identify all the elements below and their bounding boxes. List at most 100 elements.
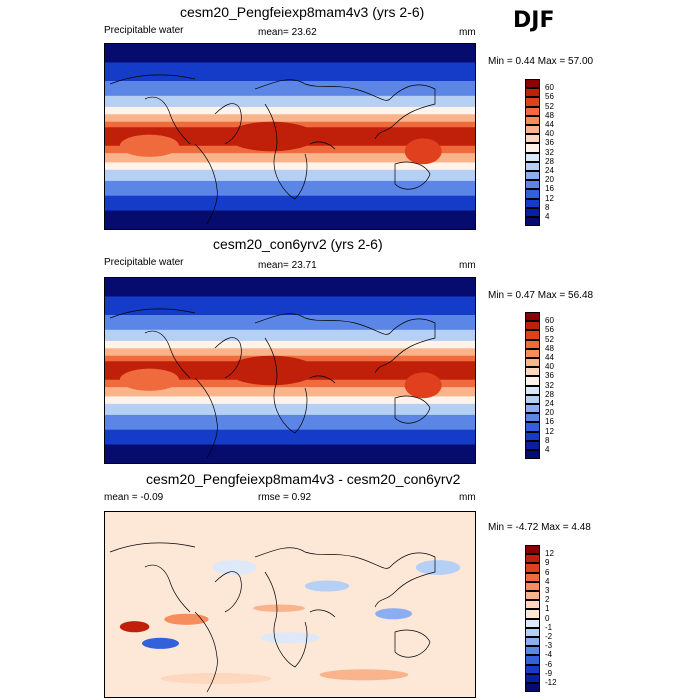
coastline: [394, 395, 431, 424]
colorbar-box: [525, 88, 540, 98]
colorbar-tick-label: -2: [545, 632, 553, 641]
coastline: [254, 313, 436, 374]
colorbar-tick-label: 8: [545, 202, 550, 212]
difference-blob: [375, 608, 413, 620]
colorbar-tick-label: 32: [545, 380, 554, 390]
colorbar-tick-label: 60: [545, 316, 554, 326]
colorbar-tick-label: 24: [545, 166, 554, 175]
colorbar-box: [525, 413, 540, 423]
colorbar-tick-label: 52: [545, 101, 554, 111]
panel1-variable-label: Precipitable water: [104, 25, 184, 36]
colorbar-tick-label: 44: [545, 120, 554, 129]
colorbar-box: [525, 394, 540, 404]
coastline: [214, 103, 242, 145]
colorbar-tick-label: 12: [545, 549, 554, 559]
colorbar-box: [525, 376, 540, 386]
panel1-title: cesm20_Pengfeiexp8mam4v3 (yrs 2-6): [180, 4, 425, 20]
panel1-mean: mean= 23.62: [258, 27, 317, 38]
difference-blob: [253, 604, 305, 612]
coastline: [394, 161, 431, 190]
colorbar-box: [525, 563, 540, 573]
coastline: [309, 141, 336, 150]
panel2-map-svg: [105, 278, 475, 463]
colorbar-box: [525, 358, 540, 368]
colorbar-box: [525, 161, 540, 171]
colorbar-box: [525, 189, 540, 199]
colorbar-box: [525, 385, 540, 395]
panel3-map-svg: [105, 512, 475, 697]
colorbar-tick-label: -1: [545, 622, 553, 632]
coastline: [309, 609, 336, 618]
colorbar-box: [525, 646, 540, 656]
colorbar-tick-label: 56: [545, 325, 554, 335]
coastline: [109, 542, 196, 553]
colorbar-box: [525, 171, 540, 181]
colorbar-tick-label: 8: [545, 435, 550, 445]
colorbar-tick-label: 32: [545, 147, 554, 157]
colorbar-box: [525, 655, 540, 665]
colorbar-box: [525, 683, 540, 693]
panel2-title: cesm20_con6yrv2 (yrs 2-6): [213, 236, 383, 252]
colorbar-box: [525, 143, 540, 153]
colorbar-tick-label: -12: [545, 678, 557, 687]
difference-blob: [160, 672, 272, 685]
colorbar-box: [525, 312, 540, 322]
colorbar-tick-label: 40: [545, 362, 554, 372]
difference-blob: [119, 621, 150, 633]
colorbar-tick-label: 56: [545, 92, 554, 102]
colorbar-box: [525, 321, 540, 331]
panel3-units: mm: [459, 492, 476, 503]
colorbar-box: [525, 217, 540, 227]
panel2-minmax: Min = 0.47 Max = 56.48: [488, 290, 594, 301]
colorbar-tick-label: 6: [545, 567, 550, 577]
colorbar-tick-label: 48: [545, 110, 554, 120]
colorbar-box: [525, 106, 540, 116]
field-maximum: [119, 134, 179, 157]
difference-blob: [260, 632, 320, 644]
panel1-colorbar: 60 56 52 48 44 40 36 32 28 24 20 16 12 8 4: [525, 79, 585, 227]
panel1-map-svg: [105, 44, 475, 229]
colorbar-box: [525, 367, 540, 377]
colorbar-tick-label: 36: [545, 138, 554, 148]
colorbar-box: [525, 673, 540, 683]
field-maximum: [227, 121, 316, 152]
colorbar-tick-label: 40: [545, 129, 554, 139]
colorbar-box: [525, 609, 540, 619]
season-label: DJF: [513, 8, 555, 33]
coastline: [214, 571, 242, 613]
colorbar-box: [525, 339, 540, 349]
panel1-minmax: Min = 0.44 Max = 57.00: [488, 56, 594, 67]
colorbar-box: [525, 554, 540, 564]
colorbar-tick-label: 4: [545, 212, 550, 221]
colorbar-box: [525, 134, 540, 144]
colorbar-box: [525, 330, 540, 340]
colorbar-box: [525, 207, 540, 217]
difference-blob: [415, 560, 461, 575]
panel1-map: [104, 43, 476, 230]
field-maximum: [227, 355, 316, 386]
colorbar-tick-label: -9: [545, 668, 553, 678]
panel2-map: [104, 277, 476, 464]
coastline: [254, 547, 436, 608]
coastline: [144, 96, 191, 145]
coastline: [394, 629, 431, 658]
colorbar-box: [525, 180, 540, 190]
colorbar-box: [525, 618, 540, 628]
colorbar-tick-label: 36: [545, 371, 554, 381]
panel2-colorbar: 60 56 52 48 44 40 36 32 28 24 20 16 12 8 4: [525, 312, 585, 460]
coastline: [254, 79, 436, 140]
difference-blob: [142, 637, 179, 649]
colorbar-tick-label: 20: [545, 408, 554, 418]
colorbar-tick-label: 16: [545, 417, 554, 427]
coastline: [144, 564, 191, 613]
panel1-units: mm: [459, 27, 476, 38]
coastline: [194, 377, 218, 459]
colorbar-box: [525, 348, 540, 358]
colorbar-tick-label: 44: [545, 353, 554, 362]
panel2-mean: mean= 23.71: [258, 260, 317, 271]
field-maximum: [404, 372, 442, 399]
panel3-mean: mean = -0.09: [104, 492, 164, 503]
colorbar-box: [525, 422, 540, 432]
colorbar-tick-label: 4: [545, 576, 550, 586]
colorbar-box: [525, 581, 540, 591]
